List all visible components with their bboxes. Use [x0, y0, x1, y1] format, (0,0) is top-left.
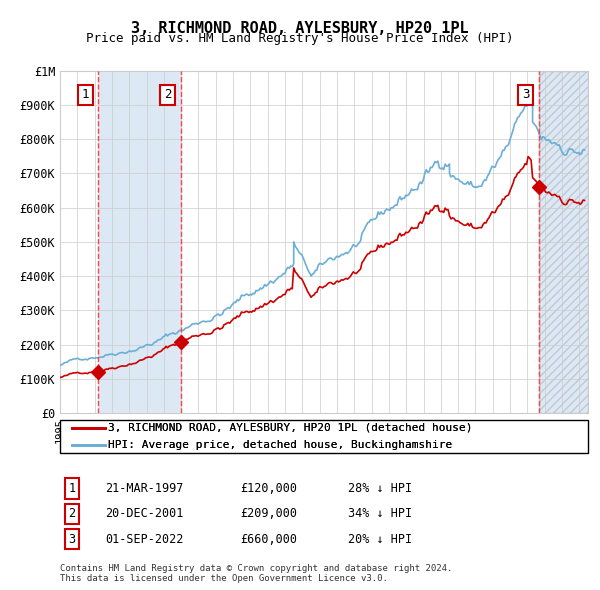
Bar — [98, 71, 181, 413]
Text: 28% ↓ HPI: 28% ↓ HPI — [348, 482, 412, 495]
Text: 21-MAR-1997: 21-MAR-1997 — [105, 482, 184, 495]
Text: 3, RICHMOND ROAD, AYLESBURY, HP20 1PL (detached house): 3, RICHMOND ROAD, AYLESBURY, HP20 1PL (d… — [108, 423, 473, 432]
Text: 1: 1 — [82, 88, 89, 101]
Text: 3: 3 — [522, 88, 530, 101]
Text: HPI: Average price, detached house, Buckinghamshire: HPI: Average price, detached house, Buck… — [108, 441, 452, 450]
Text: Price paid vs. HM Land Registry's House Price Index (HPI): Price paid vs. HM Land Registry's House … — [86, 32, 514, 45]
Text: 20-DEC-2001: 20-DEC-2001 — [105, 507, 184, 520]
Bar — [539, 71, 588, 413]
Text: £209,000: £209,000 — [240, 507, 297, 520]
Text: £120,000: £120,000 — [240, 482, 297, 495]
Text: Contains HM Land Registry data © Crown copyright and database right 2024.
This d: Contains HM Land Registry data © Crown c… — [60, 563, 452, 583]
Text: HPI: Average price, detached house, Buckinghamshire: HPI: Average price, detached house, Buck… — [108, 441, 452, 450]
Text: 20% ↓ HPI: 20% ↓ HPI — [348, 533, 412, 546]
Text: 3: 3 — [68, 533, 76, 546]
Text: 1: 1 — [68, 482, 76, 495]
Text: 3, RICHMOND ROAD, AYLESBURY, HP20 1PL (detached house): 3, RICHMOND ROAD, AYLESBURY, HP20 1PL (d… — [108, 423, 473, 432]
Text: 2: 2 — [68, 507, 76, 520]
Bar — [539, 71, 588, 413]
Text: 2: 2 — [164, 88, 171, 101]
Text: 3, RICHMOND ROAD, AYLESBURY, HP20 1PL: 3, RICHMOND ROAD, AYLESBURY, HP20 1PL — [131, 21, 469, 35]
Text: 01-SEP-2022: 01-SEP-2022 — [105, 533, 184, 546]
Text: £660,000: £660,000 — [240, 533, 297, 546]
Text: 34% ↓ HPI: 34% ↓ HPI — [348, 507, 412, 520]
